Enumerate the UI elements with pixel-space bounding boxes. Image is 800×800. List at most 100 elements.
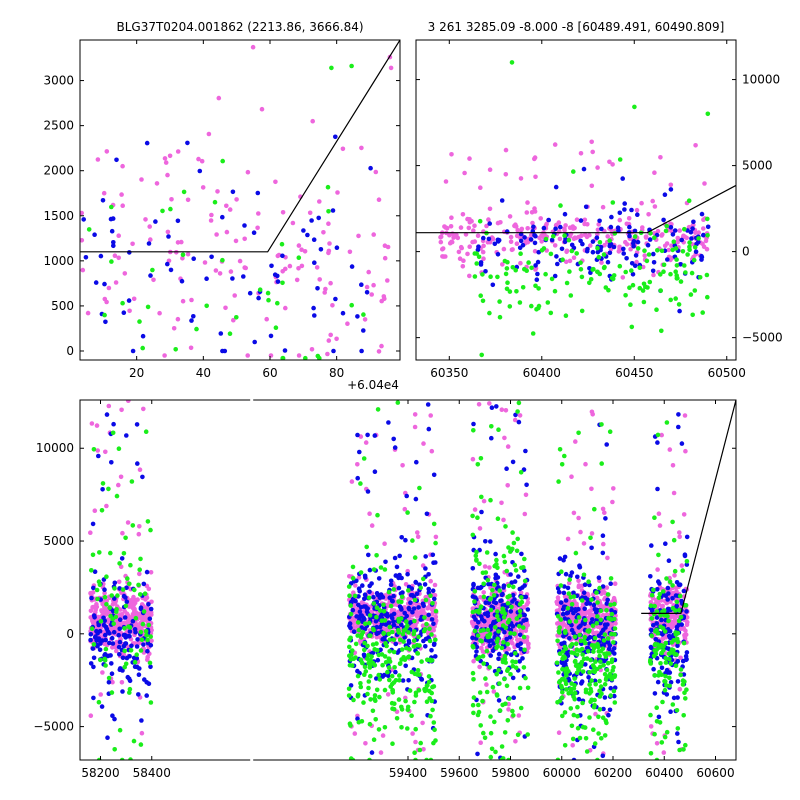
blue-data-point: [684, 534, 690, 540]
blue-data-point: [565, 610, 571, 615]
green-data-point: [519, 599, 525, 605]
green-data-point: [212, 199, 218, 205]
green-data-point: [109, 259, 114, 264]
blue-data-point: [132, 627, 138, 632]
blue-data-point: [595, 249, 601, 255]
green-data-point: [705, 111, 711, 117]
blue-data-point: [622, 207, 627, 212]
green-data-point: [595, 245, 600, 251]
blue-data-point: [629, 207, 634, 213]
green-data-point: [363, 621, 368, 626]
green-data-point: [365, 643, 370, 649]
blue-data-point: [650, 268, 656, 274]
blue-data-point: [474, 644, 480, 650]
green-data-point: [512, 562, 518, 568]
pink-data-point: [106, 285, 112, 291]
pink-data-point: [317, 277, 323, 282]
blue-data-point: [590, 249, 596, 255]
blue-data-point: [138, 605, 144, 610]
green-data-point: [588, 535, 593, 541]
green-data-point: [664, 420, 670, 425]
top-right-title: 3 261 3285.09 -8.000 -8 [60489.491, 6049…: [428, 20, 725, 34]
blue-data-point: [97, 628, 103, 634]
green-data-point: [559, 569, 564, 574]
blue-data-point: [369, 750, 375, 755]
green-data-point: [220, 257, 225, 263]
green-data-point: [539, 248, 545, 253]
green-data-point: [612, 231, 618, 236]
green-data-point: [592, 506, 597, 512]
pink-data-point: [347, 249, 353, 255]
pink-data-point: [402, 506, 408, 512]
green-data-point: [136, 582, 141, 588]
green-data-point: [97, 582, 103, 588]
pink-data-point: [490, 236, 496, 241]
green-data-point: [117, 727, 123, 733]
pink-data-point: [415, 530, 420, 535]
green-data-point: [563, 630, 568, 636]
pink-data-point: [696, 230, 701, 235]
pink-data-point: [628, 246, 633, 252]
blue-data-point: [605, 622, 610, 627]
blue-data-point: [513, 412, 518, 418]
green-data-point: [517, 685, 523, 691]
pink-data-point: [200, 185, 206, 190]
green-data-point: [91, 447, 97, 452]
blue-data-point: [576, 696, 582, 702]
blue-data-point: [576, 625, 582, 630]
blue-data-point: [571, 630, 576, 636]
green-data-point: [430, 684, 435, 690]
green-data-point: [657, 669, 662, 675]
green-data-point: [605, 592, 611, 597]
blue-data-point: [535, 259, 541, 265]
green-data-point: [482, 735, 488, 741]
pink-data-point: [116, 255, 121, 261]
blue-data-point: [251, 230, 257, 235]
green-data-point: [543, 236, 549, 242]
green-data-point: [371, 737, 377, 742]
blue-data-point: [532, 240, 538, 246]
blue-data-point: [475, 585, 481, 591]
blue-data-point: [92, 615, 97, 620]
green-data-point: [496, 427, 501, 433]
pink-data-point: [290, 220, 296, 226]
green-data-point: [100, 481, 106, 486]
pink-data-point: [499, 500, 504, 506]
blue-data-point: [185, 140, 190, 146]
green-data-point: [649, 592, 655, 598]
green-data-point: [265, 290, 271, 296]
blue-data-point: [355, 668, 360, 674]
green-data-point: [375, 648, 380, 653]
pink-data-point: [564, 248, 570, 254]
green-data-point: [400, 631, 406, 637]
pink-data-point: [362, 317, 368, 322]
blue-data-point: [675, 731, 680, 736]
blue-data-point: [399, 535, 405, 540]
green-data-point: [106, 486, 111, 492]
green-data-point: [659, 740, 665, 745]
green-data-point: [592, 703, 597, 708]
green-data-point: [586, 579, 591, 584]
pink-data-point: [213, 268, 219, 273]
blue-data-point: [498, 598, 503, 604]
pink-data-point: [513, 222, 518, 227]
pink-data-point: [102, 590, 107, 596]
green-data-point: [127, 686, 133, 692]
green-data-point: [588, 657, 593, 663]
blue-data-point: [525, 607, 531, 612]
green-data-point: [386, 589, 392, 595]
green-data-point: [690, 312, 695, 318]
green-data-point: [388, 603, 394, 609]
blue-data-point: [406, 584, 412, 590]
blue-data-point: [590, 617, 595, 622]
blue-data-point: [664, 692, 670, 697]
pink-data-point: [487, 565, 492, 570]
green-data-point: [648, 603, 654, 608]
green-data-point: [347, 644, 352, 650]
green-data-point: [488, 497, 493, 503]
green-data-point: [476, 254, 482, 260]
pink-data-point: [314, 265, 320, 270]
green-data-point: [617, 157, 623, 162]
blue-data-point: [549, 237, 555, 243]
blue-data-point: [563, 571, 569, 577]
